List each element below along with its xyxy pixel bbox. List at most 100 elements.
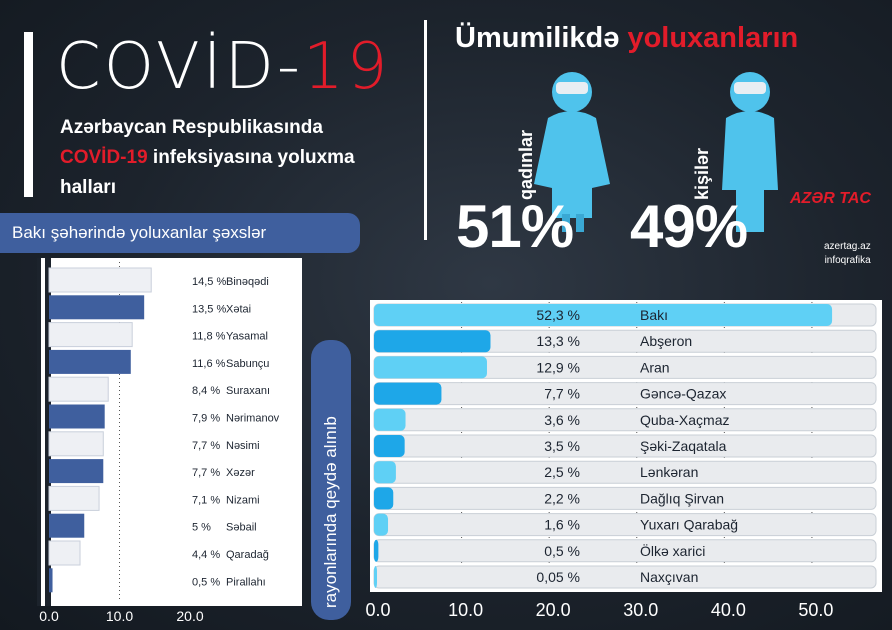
chart1-bar bbox=[48, 322, 133, 348]
chart2-value-label: 0,5 % bbox=[544, 543, 580, 559]
chart1-bar bbox=[49, 349, 131, 374]
chart1-category-label: Yasamal bbox=[226, 331, 268, 343]
chart1-bar bbox=[48, 540, 81, 566]
chart2-bar bbox=[374, 330, 491, 353]
chart2-bar bbox=[374, 487, 394, 510]
gender-title: Ümumilikdə yoluxanların bbox=[455, 22, 799, 54]
chart1-value-label: 7,1 % bbox=[192, 494, 220, 506]
chart1-value-label: 4,4 % bbox=[192, 549, 220, 561]
chart1-category-label: Nizami bbox=[226, 494, 260, 506]
chart2-value-label: 52,3 % bbox=[536, 307, 580, 323]
chart2-value-label: 1,6 % bbox=[544, 517, 580, 533]
chart2-category-label: Yuxarı Qarabağ bbox=[640, 517, 738, 533]
chart2-category-label: Ölkə xarici bbox=[640, 542, 705, 559]
chart2-category-label: Quba-Xaçmaz bbox=[640, 412, 729, 428]
chart2-track bbox=[373, 486, 877, 510]
chart2-tick-label: 10.0 bbox=[448, 600, 483, 620]
chart2-track bbox=[373, 539, 877, 563]
chart1-bar bbox=[48, 376, 109, 402]
chart1-value-label: 14,5 % bbox=[192, 276, 226, 288]
chart1-value-label: 0,5 % bbox=[192, 576, 220, 588]
chart2-tick-label: 0.0 bbox=[365, 600, 390, 620]
chart2-tick-label: 20.0 bbox=[536, 600, 571, 620]
chart2-track bbox=[373, 513, 877, 537]
chart2-bar bbox=[374, 304, 833, 326]
chart2-value-label: 2,2 % bbox=[544, 490, 580, 506]
chart1-bar bbox=[48, 267, 152, 293]
chart2-bar bbox=[374, 356, 487, 379]
chart2-category-label: Dağlıq Şirvan bbox=[640, 490, 724, 506]
man-figure-icon bbox=[722, 72, 778, 232]
chart2-value-label: 7,7 % bbox=[544, 386, 580, 402]
chart2-category-label: Aran bbox=[640, 359, 670, 375]
chart2-bar bbox=[374, 435, 405, 457]
credit-type: infoqrafika bbox=[824, 255, 871, 266]
chart1-category-label: Nəsimi bbox=[226, 440, 260, 452]
chart2-tick-label: 50.0 bbox=[798, 600, 833, 620]
chart2-bar bbox=[374, 382, 442, 405]
chart2-category-label: Bakı bbox=[640, 307, 668, 323]
chart1-bar bbox=[49, 568, 53, 593]
chart1-value-label: 7,7 % bbox=[192, 440, 220, 452]
subtitle-line-3: halları bbox=[60, 177, 116, 198]
chart1-tick-label: 20.0 bbox=[176, 608, 203, 624]
chart2-value-label: 3,6 % bbox=[544, 412, 580, 428]
chart2-category-label: Şəki-Zaqatala bbox=[640, 438, 727, 454]
chart2-bar bbox=[374, 539, 379, 562]
chart1-tick-label: 0.0 bbox=[39, 608, 59, 624]
accent-bar bbox=[24, 32, 33, 197]
chart1-category-label: Nərimanov bbox=[226, 413, 280, 425]
women-percent: 51% bbox=[456, 193, 574, 260]
chart1-category-label: Suraxanı bbox=[226, 385, 270, 397]
chart2-bar bbox=[374, 566, 377, 588]
chart1-category-label: Səbail bbox=[226, 522, 257, 534]
chart1-category-label: Xətai bbox=[226, 303, 251, 315]
chart2-track bbox=[373, 460, 877, 484]
chart2-bar bbox=[374, 513, 389, 536]
chart2-track bbox=[373, 382, 877, 406]
chart1-value-label: 8,4 % bbox=[192, 385, 220, 397]
azertac-logo: AZƏR TAC bbox=[790, 190, 871, 207]
chart1-value-label: 7,9 % bbox=[192, 413, 220, 425]
chart2-bar bbox=[374, 461, 396, 484]
baki-banner-label: Bakı şəhərində yoluxanlar şəxslər bbox=[12, 223, 267, 242]
subtitle: Azərbaycan Respublikasında COVİD-19 infe… bbox=[60, 113, 380, 203]
chart2-category-label: Gəncə-Qazax bbox=[640, 386, 726, 402]
chart1-category-label: Xəzər bbox=[226, 467, 255, 479]
page-title: COVİD-19 bbox=[56, 30, 391, 104]
chart2-bar bbox=[374, 408, 406, 431]
chart1-bar bbox=[49, 459, 104, 484]
regions-banner: rayonlarında qeydə alınıb bbox=[311, 340, 351, 620]
men-percent: 49% bbox=[630, 193, 748, 260]
chart1-tick-label: 10.0 bbox=[106, 608, 133, 624]
chart2-value-label: 2,5 % bbox=[544, 464, 580, 480]
chart2-track bbox=[373, 565, 877, 589]
subtitle-line-1: Azərbaycan Respublikasında bbox=[60, 117, 323, 138]
chart2-track bbox=[373, 434, 877, 458]
chart2-tick-label: 40.0 bbox=[711, 600, 746, 620]
chart2-category-label: Naxçıvan bbox=[640, 569, 698, 585]
chart2-category-label: Abşeron bbox=[640, 333, 692, 349]
chart1-bar bbox=[48, 485, 100, 511]
chart2-track bbox=[373, 408, 877, 432]
chart1-value-label: 11,8 % bbox=[192, 331, 226, 343]
chart1-value-label: 11,6 % bbox=[192, 358, 226, 370]
chart2-tick-label: 30.0 bbox=[623, 600, 658, 620]
divider bbox=[424, 20, 427, 240]
credit: azertag.az infoqrafika bbox=[824, 240, 871, 268]
chart1-value-label: 13,5 % bbox=[192, 303, 226, 315]
chart1-value-label: 5 % bbox=[192, 522, 211, 534]
chart1-value-label: 7,7 % bbox=[192, 467, 220, 479]
chart1-bar bbox=[49, 404, 105, 429]
baki-banner: Bakı şəhərində yoluxanlar şəxslər bbox=[0, 213, 360, 253]
chart1-bar bbox=[49, 295, 145, 320]
chart2-category-label: Lənkəran bbox=[640, 464, 698, 480]
chart1-category-label: Binəqədi bbox=[226, 276, 269, 288]
woman-figure-icon bbox=[534, 72, 610, 232]
chart1-category-label: Sabunçu bbox=[226, 358, 269, 370]
chart1-category-label: Pirallahı bbox=[226, 576, 266, 588]
credit-site: azertag.az bbox=[824, 241, 871, 252]
